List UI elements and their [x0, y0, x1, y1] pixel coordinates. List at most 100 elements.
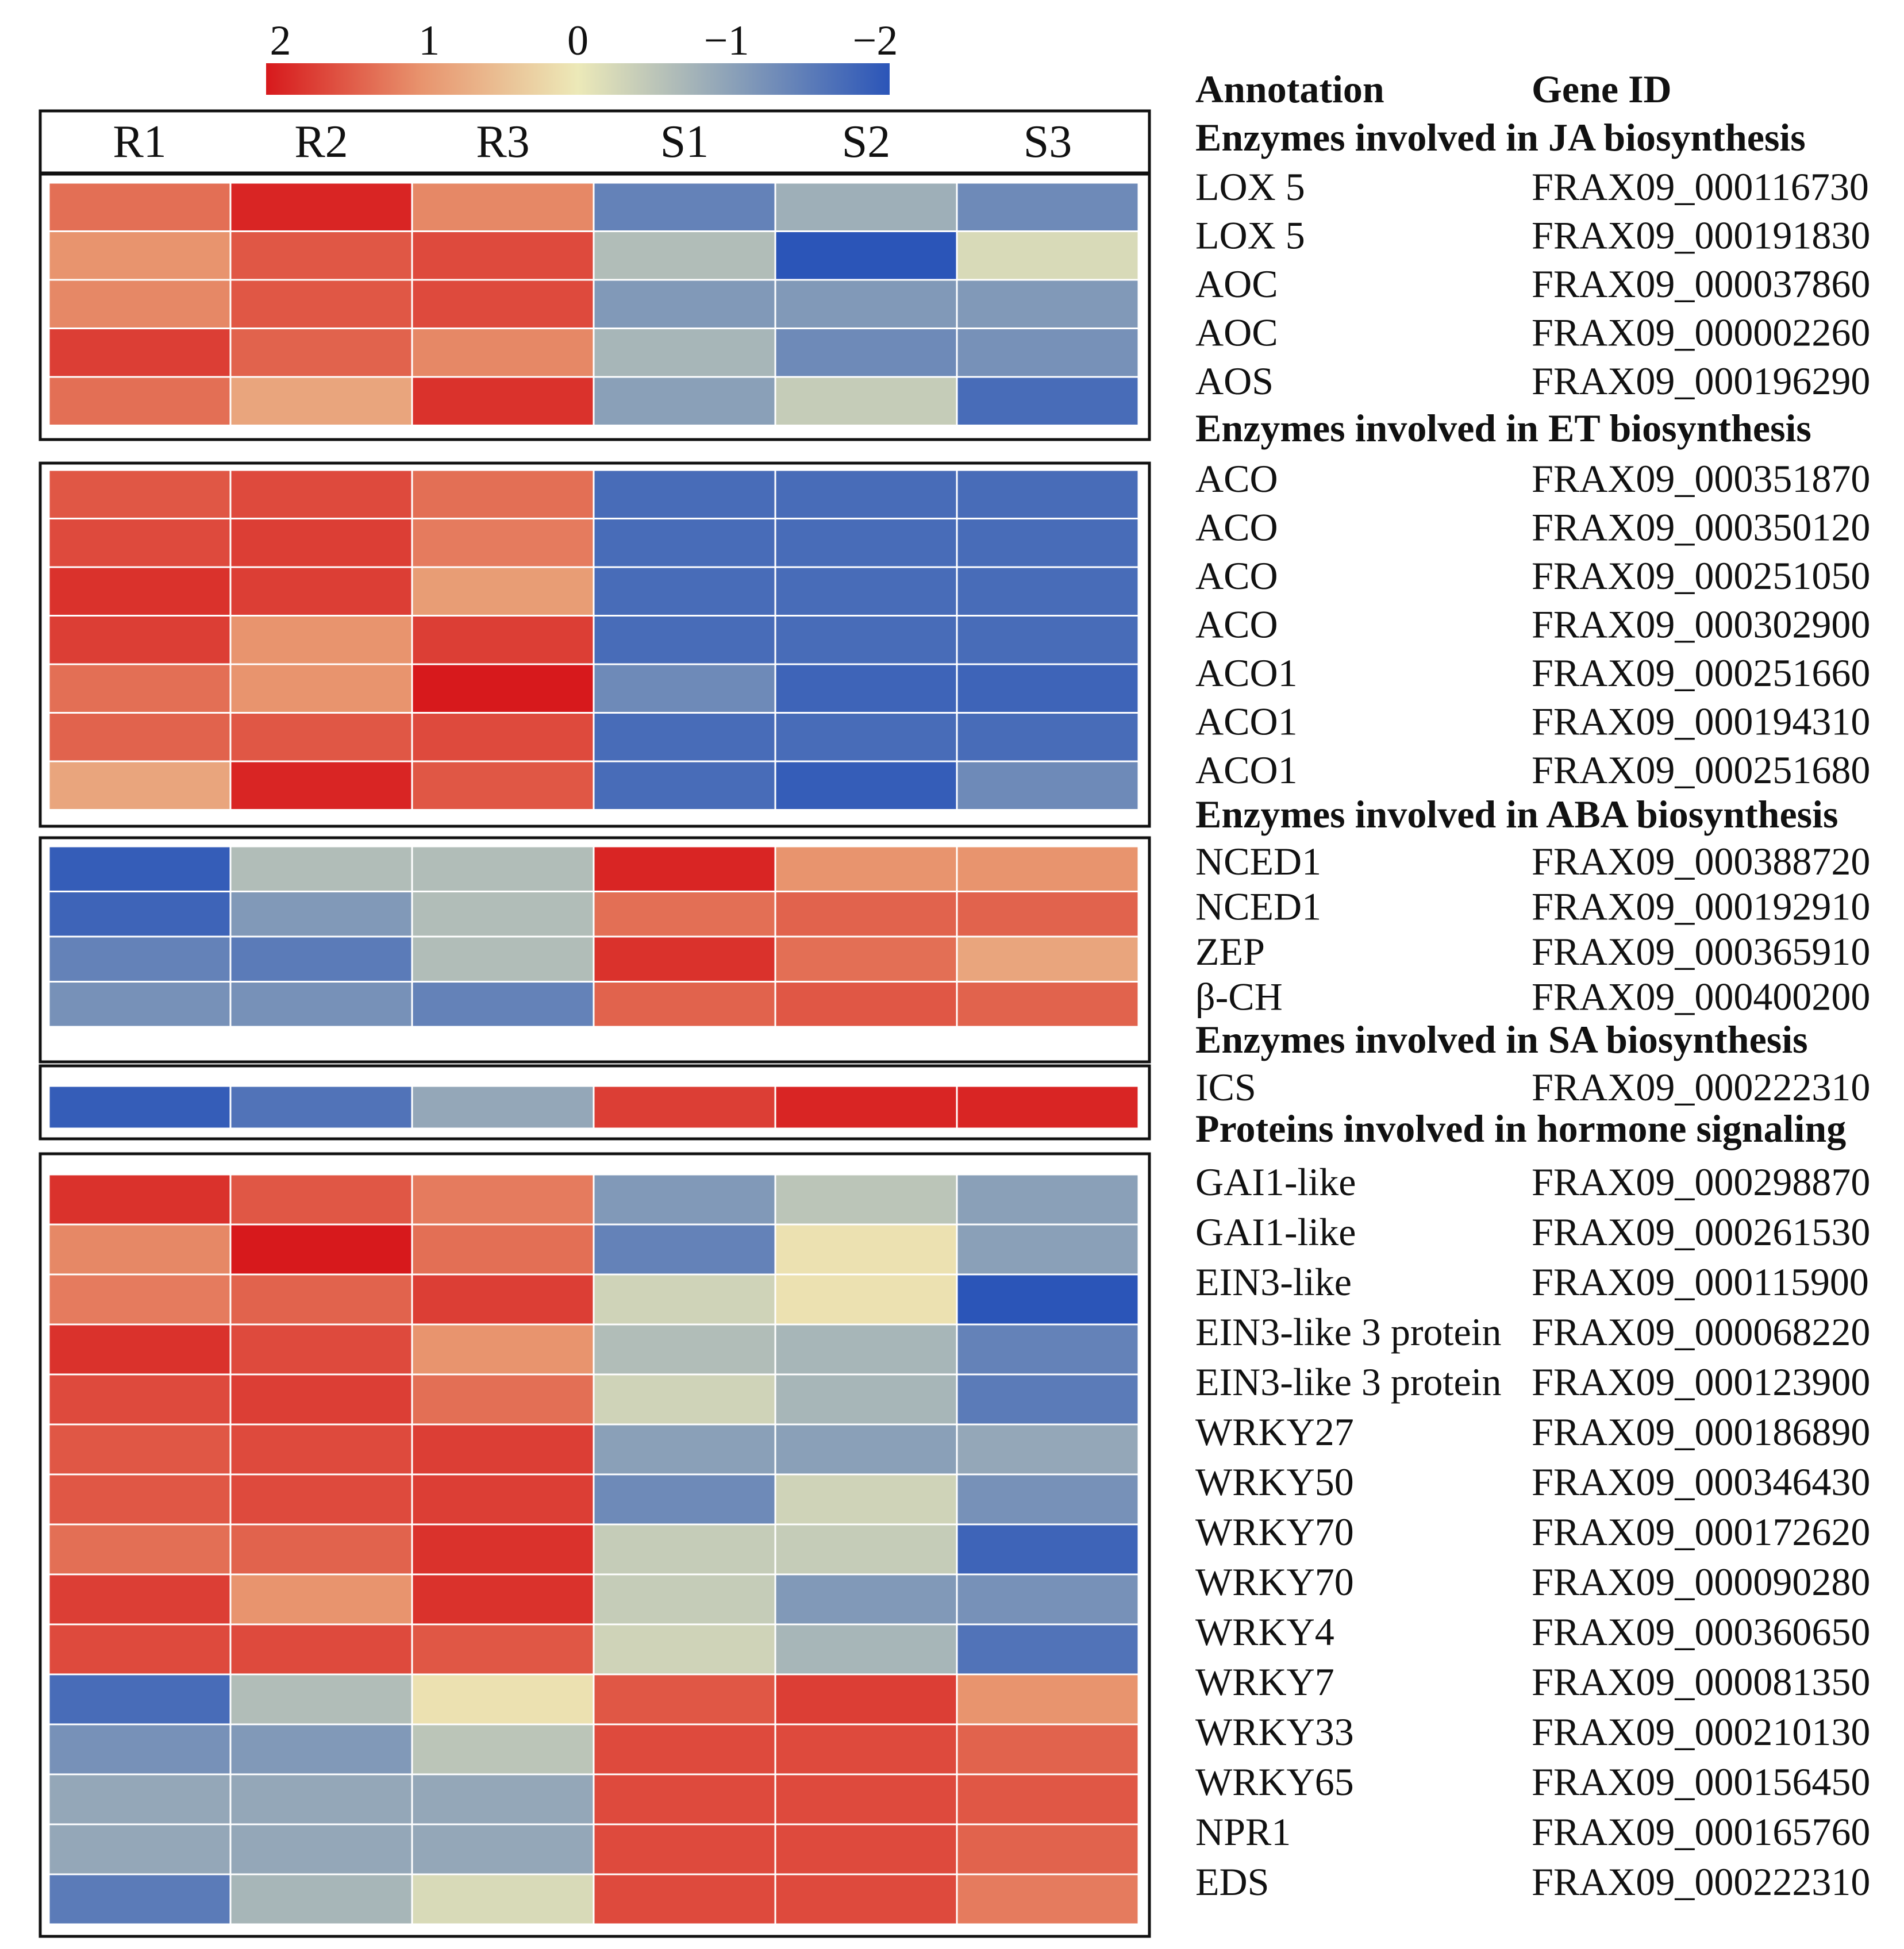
- heatmap-cell: [774, 328, 958, 378]
- row-gene-id: FRAX09_000222310: [1532, 1065, 1870, 1109]
- row-annotation: ACO: [1195, 506, 1278, 549]
- heatmap-cell: [411, 615, 595, 665]
- heatmap-cell: [774, 1223, 958, 1276]
- group-title: Proteins involved in hormone signaling: [1195, 1107, 1846, 1150]
- row-annotation: LOX 5: [1195, 214, 1305, 257]
- heatmap-cell: [956, 328, 1140, 378]
- heatmap-cells: [39, 172, 1151, 1938]
- heatmap-cell: [956, 615, 1140, 665]
- heatmap-cell: [411, 981, 595, 1028]
- heatmap-cell: [48, 1523, 232, 1576]
- heatmap-cell: [774, 1173, 958, 1226]
- row-gene-id: FRAX09_000090280: [1532, 1560, 1870, 1604]
- heatmap-cell: [229, 1723, 413, 1775]
- heatmap-cell: [48, 1085, 232, 1130]
- heatmap-cell: [593, 663, 776, 714]
- heatmap-cell: [956, 1823, 1140, 1875]
- heatmap-cell: [411, 279, 595, 329]
- heatmap-cell: [774, 981, 958, 1028]
- heatmap-cell: [48, 1173, 232, 1226]
- heatmap-cell: [411, 1173, 595, 1226]
- heatmap-cell: [956, 1173, 1140, 1226]
- heatmap-cell: [48, 663, 232, 714]
- heatmap-cell: [229, 1523, 413, 1576]
- heatmap-cell: [956, 663, 1140, 714]
- heatmap-cell: [593, 760, 776, 811]
- heatmap-cell: [774, 615, 958, 665]
- heatmap-cell: [774, 663, 958, 714]
- heatmap-cell: [593, 1723, 776, 1775]
- heatmap-cell: [593, 1623, 776, 1675]
- heatmap-cell: [774, 1523, 958, 1576]
- row-gene-id: FRAX09_000116730: [1532, 165, 1869, 209]
- row-annotation: ICS: [1195, 1065, 1256, 1109]
- row-gene-id: FRAX09_000194310: [1532, 700, 1870, 744]
- heatmap-cell: [593, 1273, 776, 1326]
- heatmap-cell: [48, 1873, 232, 1925]
- group-frame: [39, 172, 1151, 441]
- row-annotation: EDS: [1195, 1860, 1269, 1904]
- heatmap-cell: [411, 1673, 595, 1725]
- heatmap-cell: [411, 1223, 595, 1276]
- heatmap-cell: [956, 891, 1140, 938]
- column-label: S2: [842, 117, 891, 167]
- heatmap-cell: [48, 1323, 232, 1376]
- row-gene-id: FRAX09_000037860: [1532, 262, 1870, 306]
- row-annotation: ACO: [1195, 603, 1278, 646]
- heatmap-cell: [774, 376, 958, 426]
- heatmap-cell: [411, 1273, 595, 1326]
- heatmap-cell: [774, 1773, 958, 1825]
- row-annotation: AOC: [1195, 311, 1278, 355]
- row-annotation: WRKY4: [1195, 1610, 1334, 1654]
- heatmap-cell: [411, 518, 595, 568]
- heatmap-cell: [48, 230, 232, 281]
- row-gene-id: FRAX09_000251680: [1532, 748, 1870, 792]
- column-header-frame: [39, 109, 1151, 175]
- heatmap-cell: [956, 981, 1140, 1028]
- heatmap-cell: [774, 712, 958, 762]
- heatmap-cell: [956, 279, 1140, 329]
- heatmap-cell: [229, 1323, 413, 1376]
- heatmap-cell: [593, 376, 776, 426]
- heatmap-cell: [411, 328, 595, 378]
- heatmap-cell: [593, 1423, 776, 1476]
- heatmap-cell: [593, 1085, 776, 1130]
- column-label: S3: [1024, 117, 1072, 167]
- row-annotation: WRKY27: [1195, 1410, 1354, 1454]
- heatmap-cell: [956, 1423, 1140, 1476]
- row-gene-id: FRAX09_000002260: [1532, 311, 1870, 355]
- row-gene-id: FRAX09_000251660: [1532, 651, 1870, 695]
- heatmap-cell: [593, 566, 776, 617]
- heatmap-cell: [956, 230, 1140, 281]
- heatmap-cell: [411, 182, 595, 232]
- row-annotation: LOX 5: [1195, 165, 1305, 209]
- heatmap-cell: [774, 469, 958, 519]
- heatmap-cell: [411, 376, 595, 426]
- heatmap-cell: [48, 845, 232, 892]
- heatmap-cell: [411, 1773, 595, 1825]
- heatmap-cell: [48, 328, 232, 378]
- heatmap-cell: [48, 1773, 232, 1825]
- heatmap-cell: [774, 279, 958, 329]
- heatmap-cell: [48, 615, 232, 665]
- heatmap-cell: [774, 935, 958, 983]
- heatmap-cell: [411, 1423, 595, 1476]
- heatmap-cell: [956, 760, 1140, 811]
- heatmap-cell: [593, 1223, 776, 1276]
- heatmap-cell: [411, 1623, 595, 1675]
- row-annotation: ACO1: [1195, 748, 1298, 792]
- heatmap-cell: [229, 1173, 413, 1226]
- heatmap-cell: [956, 935, 1140, 983]
- heatmap-cell: [229, 279, 413, 329]
- heatmap-cell: [229, 1373, 413, 1426]
- heatmap-cell: [229, 891, 413, 938]
- row-annotation: ACO: [1195, 457, 1278, 500]
- heatmap-cell: [411, 760, 595, 811]
- column-label: R2: [294, 117, 348, 167]
- heatmap-cell: [48, 376, 232, 426]
- heatmap-cell: [229, 845, 413, 892]
- heatmap-cell: [956, 1773, 1140, 1825]
- heatmap-cell: [593, 1773, 776, 1825]
- heatmap-cell: [593, 182, 776, 232]
- row-annotation: EIN3-like 3 protein: [1195, 1360, 1502, 1404]
